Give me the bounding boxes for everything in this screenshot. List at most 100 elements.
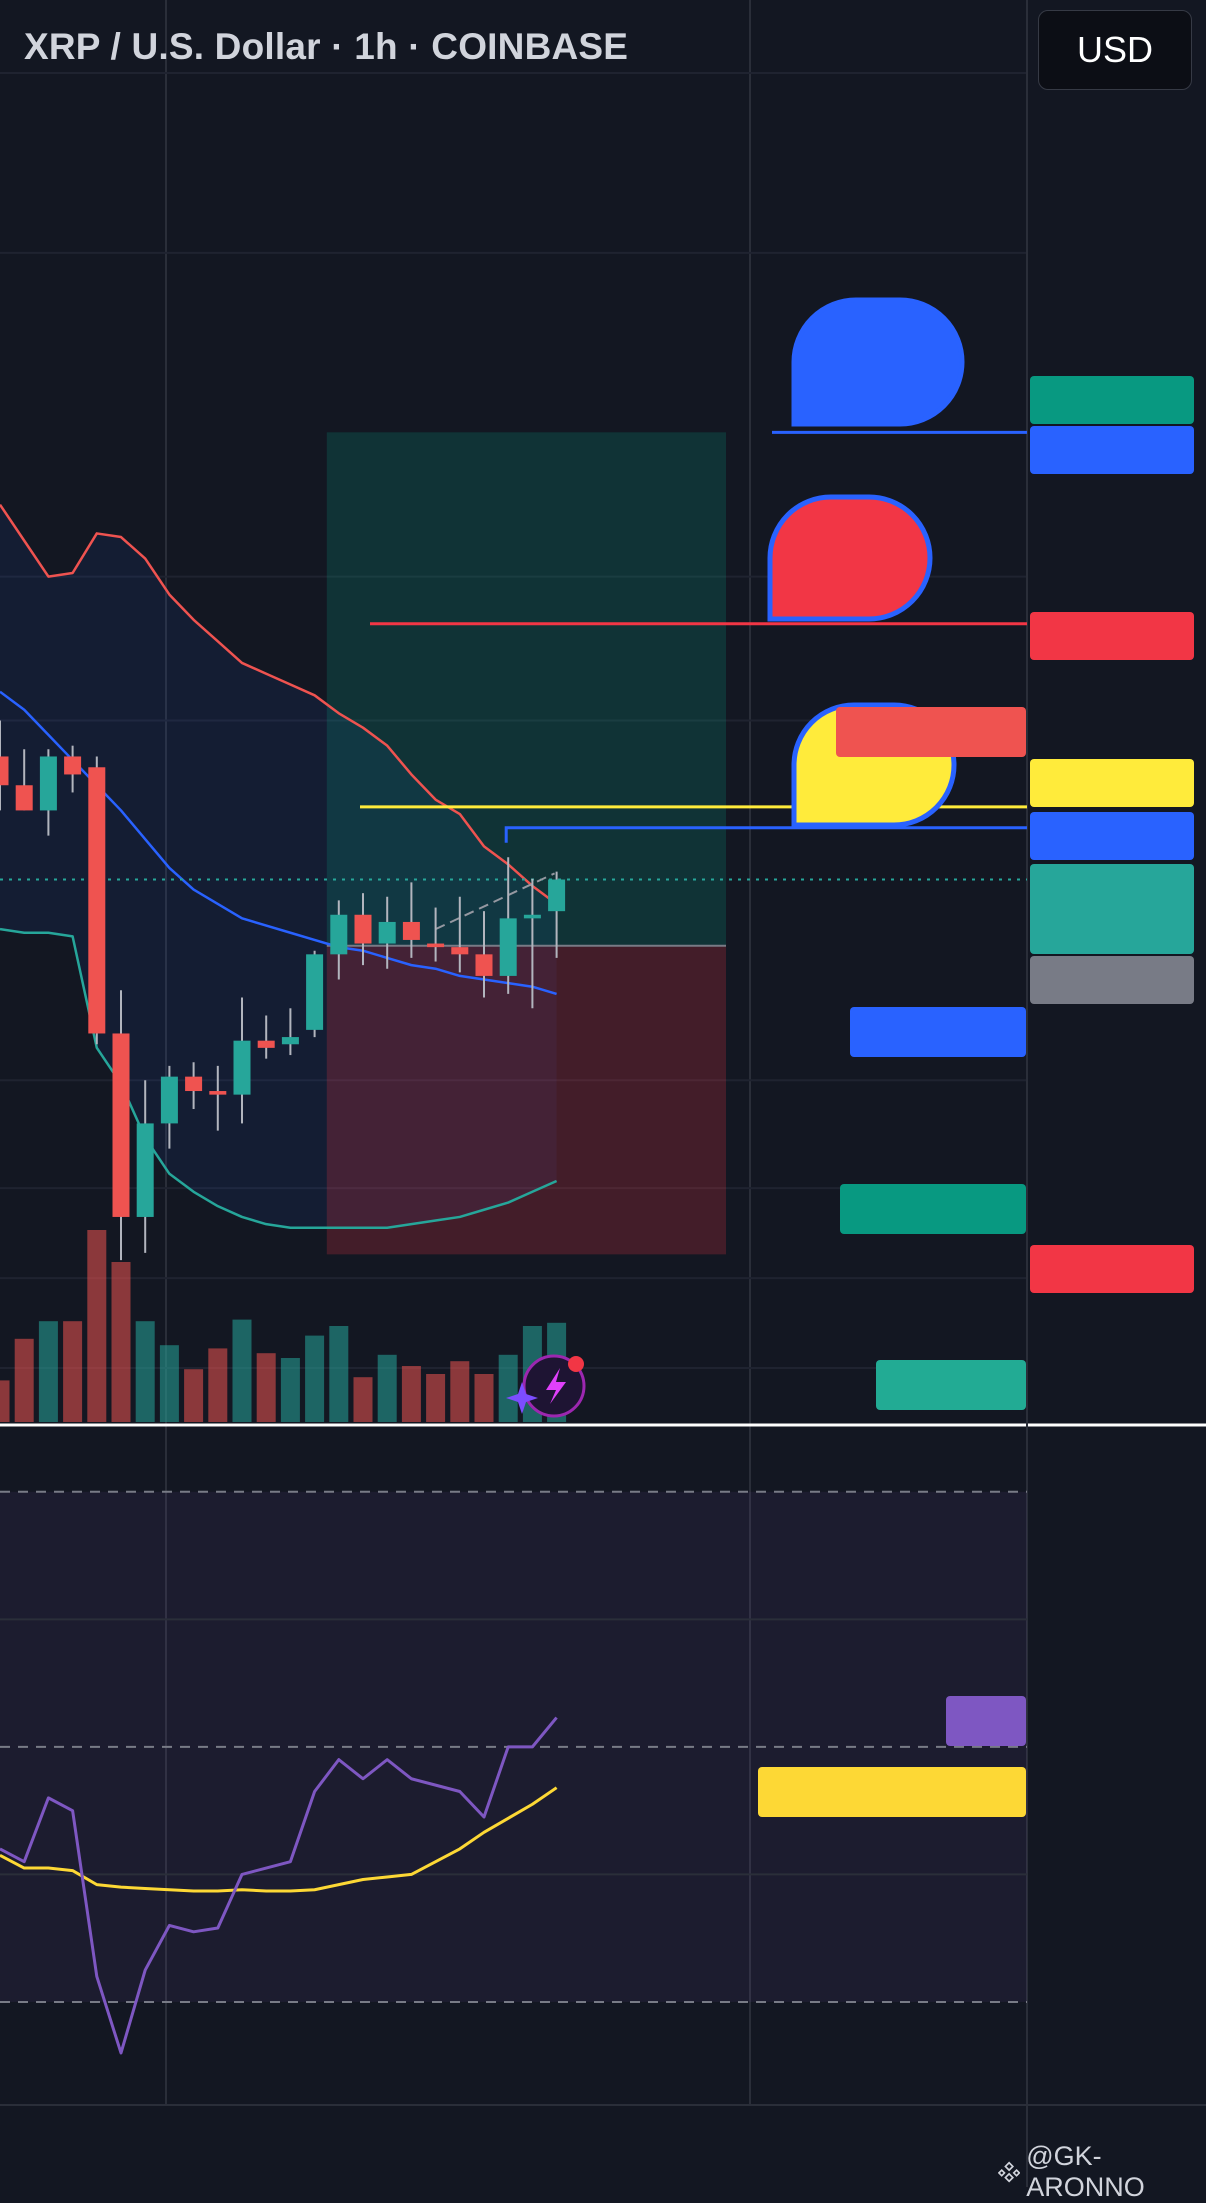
candle[interactable] — [330, 900, 348, 980]
candle-body — [39, 756, 57, 811]
candle[interactable] — [136, 1080, 154, 1253]
candle[interactable] — [523, 878, 541, 1009]
tp2-line-tag — [1030, 612, 1194, 660]
candle-body — [330, 914, 348, 955]
tp1-line-tag-bg — [1030, 759, 1194, 807]
ai-assistant-icon[interactable] — [506, 1354, 586, 1418]
candle[interactable] — [0, 720, 9, 811]
volume-bar — [329, 1326, 349, 1422]
candle[interactable] — [451, 896, 469, 973]
candle[interactable] — [354, 893, 372, 966]
tp2-callout-bubble — [767, 494, 933, 622]
volume-bar — [256, 1353, 276, 1422]
rsi-ma-line — [0, 1786, 558, 1893]
candle[interactable] — [378, 896, 396, 969]
candle-body — [160, 1076, 178, 1124]
candle-body — [548, 879, 566, 912]
candle-body — [233, 1040, 251, 1095]
candle[interactable] — [88, 756, 106, 1045]
rsi-pane[interactable] — [0, 1490, 1027, 2055]
candle-body — [257, 1040, 275, 1048]
tp3-callout-bubble — [791, 297, 965, 427]
low-line-tag — [1030, 1245, 1194, 1293]
candle[interactable] — [209, 1065, 227, 1131]
candle[interactable] — [185, 1062, 203, 1110]
tp3-line-tag — [1030, 426, 1194, 474]
bb-basis-label — [850, 1007, 1026, 1057]
candle[interactable] — [160, 1065, 178, 1149]
notification-dot — [568, 1356, 584, 1372]
candle-body — [402, 921, 420, 940]
tp2-callout[interactable] — [767, 494, 933, 622]
candle[interactable] — [402, 882, 420, 958]
rsi-label — [946, 1696, 1026, 1746]
tp3-callout[interactable] — [791, 297, 965, 427]
bb-background — [0, 504, 557, 1228]
tp2-line-tag-bg — [1030, 612, 1194, 660]
low-line-tag-bg — [1030, 1245, 1194, 1293]
volume-bar — [111, 1262, 131, 1422]
volume-bar — [159, 1345, 179, 1422]
candle-body — [354, 914, 372, 944]
candle[interactable] — [475, 911, 493, 998]
volume-bar — [135, 1321, 155, 1422]
entry-line-tag — [1030, 812, 1194, 860]
candle-body — [136, 1123, 154, 1217]
entry-line-tag-bg — [1030, 812, 1194, 860]
candle[interactable] — [548, 871, 566, 958]
candlesticks[interactable] — [0, 720, 566, 1261]
sparkle-icon — [506, 1382, 538, 1414]
volume-bar — [305, 1335, 325, 1422]
currency-button[interactable]: USD — [1038, 10, 1192, 90]
bb-lower-label-bg — [840, 1184, 1026, 1234]
bb-upper-line — [0, 503, 558, 905]
volume-bar — [377, 1354, 397, 1422]
bollinger-fill — [0, 504, 557, 1228]
volume-label-bg — [876, 1360, 1026, 1410]
volume-bar — [353, 1377, 373, 1422]
volume-bar — [450, 1361, 470, 1422]
chart-extras[interactable] — [506, 1354, 586, 1418]
volume-bar — [63, 1321, 83, 1422]
dashed-trend-line[interactable] — [435, 872, 556, 931]
entry-ray[interactable] — [504, 826, 1027, 843]
long-position-tool[interactable] — [326, 432, 726, 1255]
candle[interactable] — [306, 950, 324, 1038]
candle-body — [0, 756, 9, 786]
candle[interactable] — [39, 749, 57, 836]
tp3-close-tag — [1030, 376, 1194, 424]
candle[interactable] — [15, 749, 33, 811]
tp-callouts[interactable] — [767, 297, 965, 828]
volume-label — [876, 1360, 1026, 1410]
candle[interactable] — [281, 1008, 299, 1056]
candle[interactable] — [257, 1015, 275, 1059]
volume-bar — [280, 1358, 300, 1422]
volume-bar — [87, 1230, 107, 1422]
symbol-title[interactable]: XRP / U.S. Dollar · 1h · COINBASE — [24, 26, 629, 67]
stop-zone[interactable] — [326, 945, 726, 1255]
tp3-close-tag-bg — [1030, 376, 1194, 424]
lightning-icon — [546, 1368, 566, 1404]
profit-zone[interactable] — [326, 432, 726, 946]
volume-bar — [14, 1338, 34, 1422]
watermark: @GK-ARONNO — [998, 2141, 1206, 2203]
candle-body — [112, 1033, 130, 1217]
candle-body — [523, 914, 541, 919]
candle-body — [209, 1091, 227, 1095]
candle[interactable] — [64, 745, 82, 793]
bb-upper-label — [836, 707, 1026, 757]
candle[interactable] — [499, 857, 517, 994]
candle[interactable] — [233, 997, 251, 1124]
candle[interactable] — [427, 907, 445, 962]
rsi-line — [0, 1716, 558, 2055]
horizontal-lines[interactable] — [0, 430, 1027, 931]
stop-line-tag — [1030, 956, 1194, 1004]
candle[interactable] — [112, 990, 130, 1261]
candle-body — [451, 947, 469, 955]
price-tags — [758, 376, 1194, 1817]
volume-bar — [184, 1369, 204, 1422]
volume-bar — [208, 1348, 228, 1422]
candle-body — [427, 943, 445, 948]
